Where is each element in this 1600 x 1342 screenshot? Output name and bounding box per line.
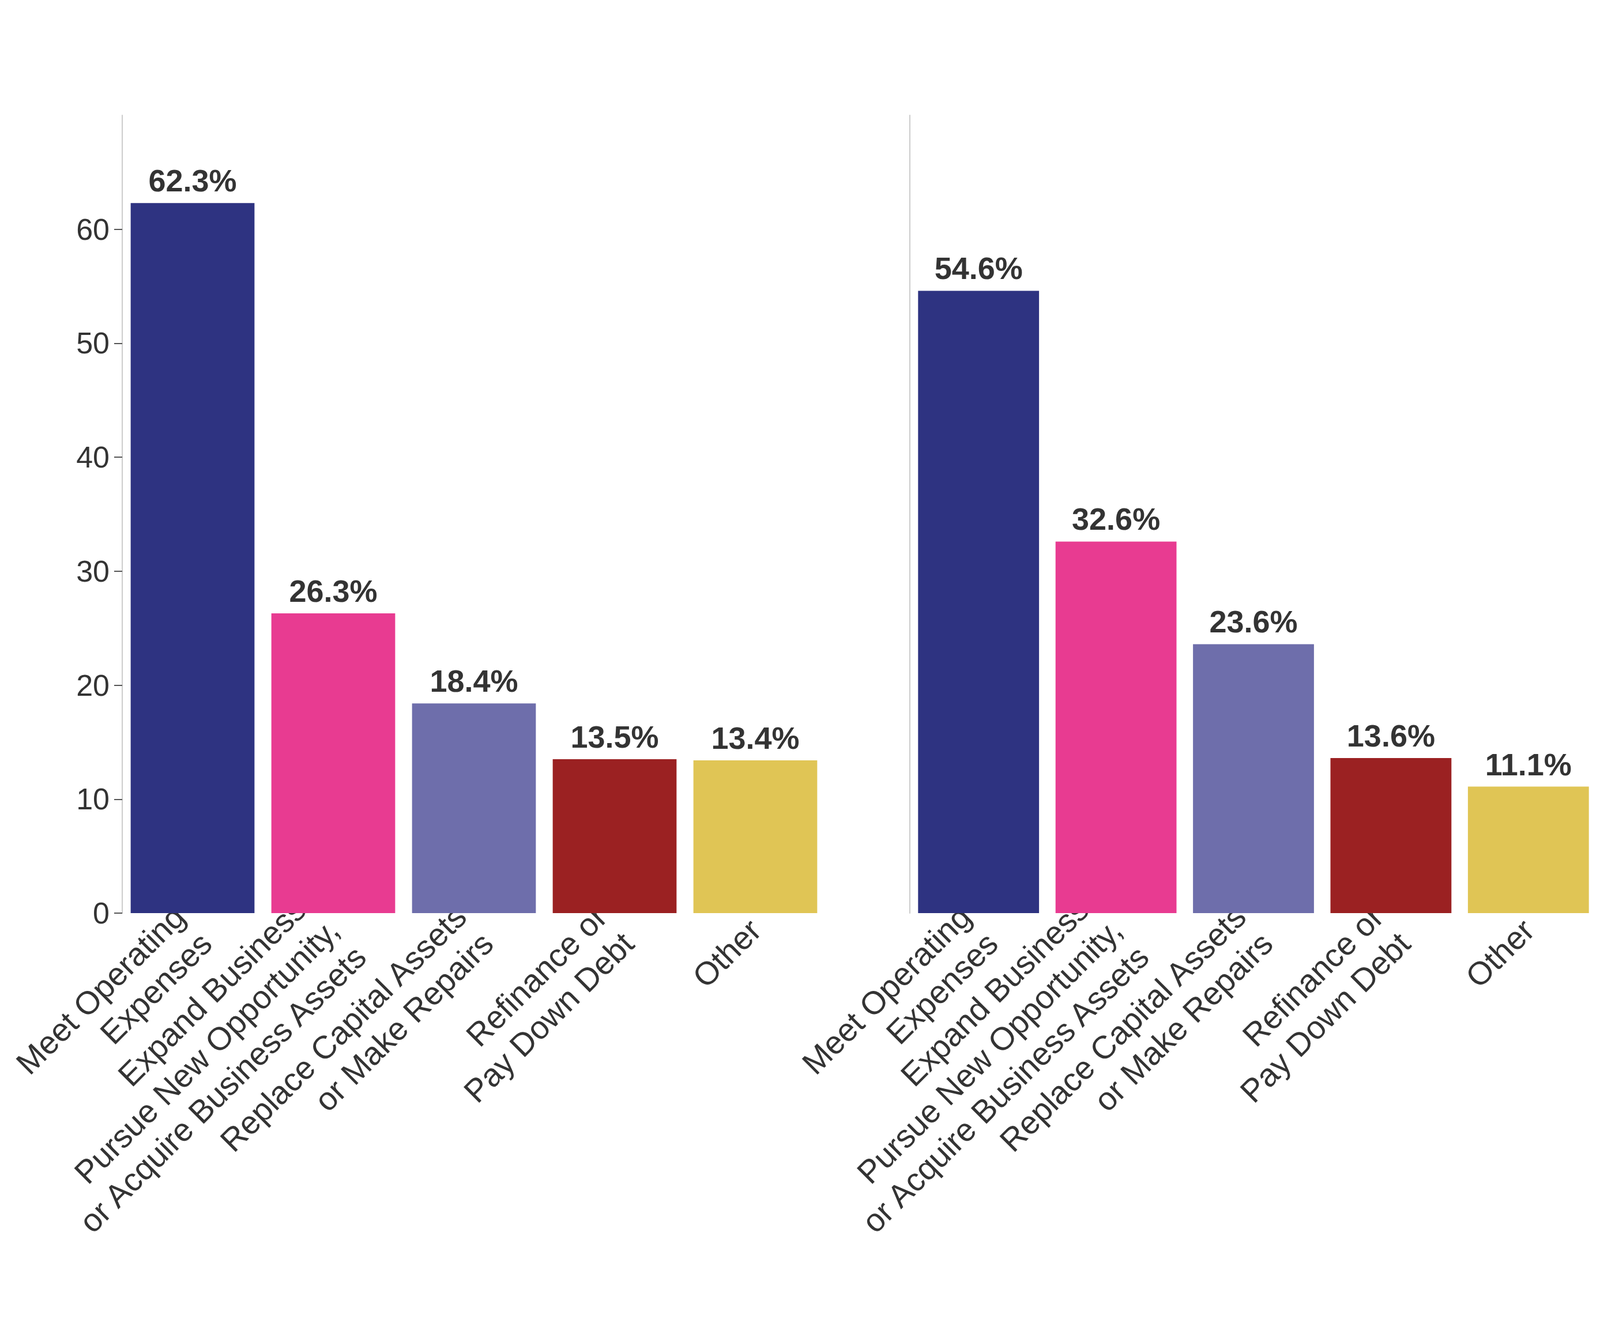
svg-text:Other: Other (685, 912, 769, 996)
svg-text:or Make Repairs: or Make Repairs (1086, 925, 1280, 1119)
svg-text:18.4%: 18.4% (429, 663, 518, 699)
svg-text:Meet Operating: Meet Operating (794, 898, 978, 1082)
svg-text:62.3%: 62.3% (148, 163, 237, 198)
svg-text:13.5%: 13.5% (570, 719, 659, 755)
svg-text:10: 10 (76, 782, 110, 816)
svg-text:13.6%: 13.6% (1346, 718, 1436, 754)
svg-text:20: 20 (76, 668, 110, 703)
svg-text:Pay Down Debt: Pay Down Debt (1232, 925, 1418, 1110)
svg-text:Refinance or: Refinance or (1235, 898, 1391, 1054)
svg-text:54.6%: 54.6% (934, 250, 1023, 286)
svg-text:Pursue New Opportunity,: Pursue New Opportunity, (849, 911, 1129, 1191)
svg-text:Expenses: Expenses (92, 925, 219, 1052)
svg-text:50: 50 (76, 326, 110, 360)
svg-text:Expenses: Expenses (878, 925, 1005, 1052)
svg-text:13.4%: 13.4% (710, 720, 800, 756)
svg-text:Pay Down Debt: Pay Down Debt (456, 925, 642, 1110)
svg-text:23.6%: 23.6% (1209, 604, 1298, 639)
svg-text:Other: Other (1458, 912, 1542, 996)
svg-text:40: 40 (76, 440, 110, 474)
svg-text:Expand Business,: Expand Business, (893, 885, 1102, 1094)
svg-text:Meet Operating: Meet Operating (8, 898, 192, 1082)
svg-text:26.3%: 26.3% (288, 573, 378, 609)
svg-text:30: 30 (76, 554, 110, 589)
svg-text:32.6%: 32.6% (1071, 501, 1161, 537)
svg-text:Refinance or: Refinance or (458, 898, 614, 1054)
svg-text:60: 60 (76, 212, 110, 247)
svg-text:Replace Capital Assets: Replace Capital Assets (992, 898, 1253, 1159)
svg-text:or Acquire Business Assets: or Acquire Business Assets (72, 938, 373, 1240)
svg-text:or Make Repairs: or Make Repairs (307, 925, 501, 1119)
svg-text:0: 0 (92, 896, 110, 931)
svg-text:Pursue New Opportunity,: Pursue New Opportunity, (67, 911, 347, 1191)
svg-text:11.1%: 11.1% (1485, 747, 1572, 782)
svg-text:Expand Business,: Expand Business, (110, 885, 320, 1094)
svg-text:Replace Capital Assets: Replace Capital Assets (212, 898, 474, 1159)
svg-text:or Acquire Business Assets: or Acquire Business Assets (854, 938, 1156, 1240)
